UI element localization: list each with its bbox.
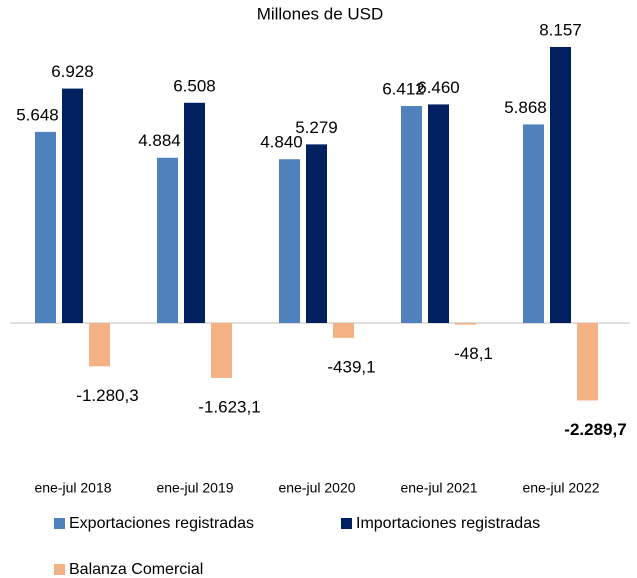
data-label: 6.508 <box>173 76 216 95</box>
data-label: 5.279 <box>295 118 338 137</box>
bar <box>455 323 476 325</box>
bar <box>184 102 205 324</box>
data-label: -48,1 <box>454 344 493 363</box>
bar <box>211 323 232 378</box>
legend-label: Importaciones registradas <box>356 515 540 532</box>
data-label: 6.460 <box>417 78 460 97</box>
legend-label: Balanza Comercial <box>69 561 203 578</box>
bar <box>157 157 178 323</box>
data-label: 5.868 <box>504 98 547 117</box>
data-label: 4.884 <box>138 131 181 150</box>
bar <box>523 124 544 323</box>
data-label: -2.289,7 <box>564 420 626 439</box>
data-label: -439,1 <box>327 357 375 376</box>
data-label: -1.280,3 <box>76 386 138 405</box>
x-tick-label: ene-jul 2020 <box>278 480 355 496</box>
bar <box>550 47 571 323</box>
bar <box>428 104 449 323</box>
legend-swatch <box>341 518 352 529</box>
data-label: 4.840 <box>260 133 303 152</box>
bar <box>62 88 83 323</box>
bar <box>279 159 300 323</box>
bar <box>333 323 354 338</box>
data-label: 6.412 <box>382 80 425 99</box>
x-tick-label: ene-jul 2022 <box>522 480 599 496</box>
bar <box>89 323 110 367</box>
legend-swatch <box>54 518 65 529</box>
legend-swatch <box>54 564 65 575</box>
bar <box>306 144 327 323</box>
legend-label: Exportaciones registradas <box>69 515 254 532</box>
x-tick-label: ene-jul 2019 <box>156 480 233 496</box>
bar <box>35 131 56 323</box>
data-label: -1.623,1 <box>198 397 260 416</box>
data-label: 8.157 <box>539 20 582 39</box>
chart-title: Millones de USD <box>257 4 384 23</box>
data-label: 6.928 <box>51 62 94 81</box>
x-tick-label: ene-jul 2018 <box>34 480 111 496</box>
bar <box>401 106 422 323</box>
bar <box>577 323 598 401</box>
data-label: 5.648 <box>16 105 59 124</box>
x-tick-label: ene-jul 2021 <box>400 480 477 496</box>
